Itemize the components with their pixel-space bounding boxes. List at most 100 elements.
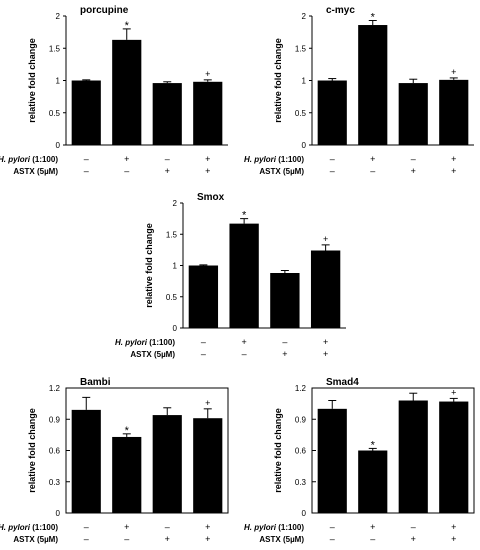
y-tick-label: 1: [173, 262, 178, 271]
y-axis-label: relative fold change: [273, 38, 283, 123]
astx-sign: –: [370, 534, 375, 544]
h-pylori-sign: +: [241, 337, 246, 347]
h-pylori-sign: –: [411, 522, 416, 532]
y-tick-label: 1.2: [295, 384, 307, 393]
y-tick-label: 0.5: [49, 109, 61, 118]
significance-plus: +: [205, 69, 210, 79]
astx-sign: –: [242, 349, 247, 359]
h-pylori-sign: –: [201, 337, 206, 347]
astx-sign: +: [451, 166, 456, 176]
h-pylori-sign: +: [370, 522, 375, 532]
astx-sign: +: [323, 349, 328, 359]
significance-star: *: [125, 425, 130, 437]
astx-sign: +: [205, 166, 210, 176]
bar: [193, 81, 223, 145]
bar: [317, 80, 347, 145]
h-pylori-species: H. pylori: [244, 523, 277, 532]
bar: [439, 401, 469, 513]
h-pylori-sign: –: [330, 522, 335, 532]
astx-sign: –: [330, 166, 335, 176]
h-pylori-dose: (1:100): [276, 523, 304, 532]
y-tick-label: 0.5: [166, 293, 178, 302]
y-tick-label: 0: [56, 141, 61, 150]
h-pylori-species: H. pylori: [0, 155, 31, 164]
h-pylori-dose: (1:100): [30, 523, 58, 532]
y-tick-label: 1.5: [166, 230, 178, 239]
significance-star: *: [371, 12, 376, 24]
bar: [398, 83, 428, 145]
plot-frame: [65, 387, 229, 514]
h-pylori-row-label: H. pylori (1:100): [115, 338, 175, 347]
bar: [71, 409, 101, 513]
astx-sign: –: [124, 166, 129, 176]
y-tick-label: 0.5: [295, 109, 307, 118]
bar: [112, 39, 142, 145]
h-pylori-row-label: H. pylori (1:100): [244, 155, 304, 164]
significance-star: *: [242, 210, 247, 222]
astx-row-label: ASTX (5µM): [259, 167, 304, 176]
chart-title: Smad4: [326, 377, 359, 388]
y-tick-label: 0.3: [295, 478, 307, 487]
bar: [358, 25, 388, 146]
h-pylori-sign: –: [84, 154, 89, 164]
y-axis-label: relative fold change: [27, 38, 37, 123]
chart-title: Bambi: [80, 377, 111, 388]
bar: [152, 415, 182, 513]
astx-sign: –: [124, 534, 129, 544]
bar: [152, 83, 182, 145]
significance-plus: +: [323, 234, 328, 244]
bar: [317, 408, 347, 513]
y-tick-label: 0: [302, 509, 307, 518]
bar: [398, 400, 428, 513]
y-tick-label: 0.6: [49, 447, 61, 456]
chart-panel-smox: Smox relative fold change 0 0.5 1 1.5 2 * + H. py…: [115, 192, 346, 359]
astx-sign: +: [205, 534, 210, 544]
h-pylori-sign: +: [451, 154, 456, 164]
astx-sign: +: [451, 534, 456, 544]
h-pylori-sign: +: [124, 522, 129, 532]
h-pylori-sign: +: [205, 522, 210, 532]
significance-star: *: [371, 439, 376, 451]
h-pylori-sign: –: [84, 522, 89, 532]
h-pylori-dose: (1:100): [147, 338, 175, 347]
y-tick-label: 0.3: [49, 478, 61, 487]
bar: [358, 450, 388, 513]
y-tick-label: 1.5: [295, 44, 307, 53]
h-pylori-sign: –: [165, 522, 170, 532]
y-axis-label: relative fold change: [273, 408, 283, 493]
bar: [71, 80, 101, 145]
bar: [270, 273, 300, 328]
astx-row-label: ASTX (5µM): [259, 535, 304, 544]
y-tick-label: 0.9: [49, 415, 61, 424]
h-pylori-dose: (1:100): [30, 155, 58, 164]
astx-sign: +: [411, 166, 416, 176]
chart-title: c-myc: [326, 5, 355, 16]
astx-sign: +: [165, 166, 170, 176]
h-pylori-sign: +: [205, 154, 210, 164]
astx-sign: –: [84, 166, 89, 176]
astx-sign: –: [84, 534, 89, 544]
h-pylori-sign: +: [124, 154, 129, 164]
h-pylori-sign: –: [411, 154, 416, 164]
astx-sign: +: [165, 534, 170, 544]
astx-sign: –: [370, 166, 375, 176]
y-axis-label: relative fold change: [144, 223, 154, 308]
h-pylori-species: H. pylori: [244, 155, 277, 164]
chart-panel-smad4: Smad4 relative fold change 0 0.3 0.6 0.9 1.2 * +…: [244, 377, 475, 544]
bar: [229, 223, 259, 328]
chart-title: Smox: [197, 192, 225, 203]
y-tick-label: 0.6: [295, 447, 307, 456]
y-tick-label: 0: [302, 141, 307, 150]
astx-sign: +: [411, 534, 416, 544]
chart-panel-c-myc: c-myc relative fold change 0 0.5 1 1.5 2 * + H. p…: [244, 5, 474, 176]
significance-plus: +: [205, 398, 210, 408]
h-pylori-sign: –: [165, 154, 170, 164]
bar: [439, 79, 469, 145]
chart-title: porcupine: [80, 5, 129, 16]
astx-row-label: ASTX (5µM): [13, 167, 58, 176]
bar: [188, 265, 219, 328]
h-pylori-dose: (1:100): [276, 155, 304, 164]
h-pylori-sign: +: [451, 522, 456, 532]
significance-plus: +: [451, 67, 456, 77]
